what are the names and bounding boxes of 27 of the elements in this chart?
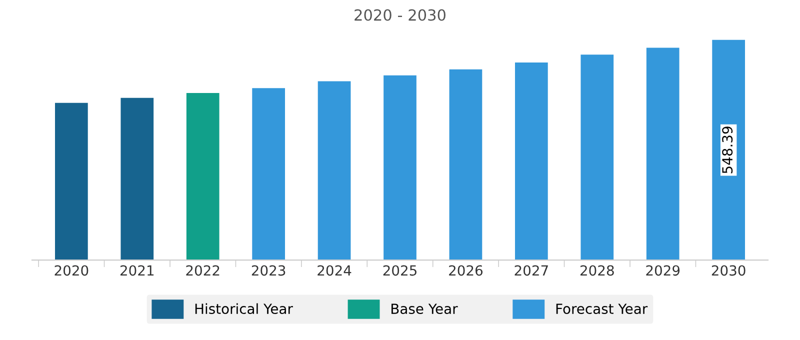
x-tick-label: 2025 (383, 265, 416, 276)
bar (186, 92, 220, 260)
x-tick-label: 2022 (186, 265, 220, 276)
bar (646, 48, 680, 260)
bar (580, 54, 614, 260)
legend-label: Historical Year (195, 303, 293, 314)
bar (252, 88, 285, 260)
x-tick-label: 2030 (712, 265, 746, 276)
x-tick-label: 2026 (449, 265, 483, 276)
x-tick-label: 2021 (120, 265, 154, 276)
x-tick-label: 2029 (646, 265, 680, 276)
x-tick-label: 2028 (580, 265, 614, 276)
bar (712, 40, 745, 260)
x-tick-label: 2023 (252, 265, 286, 276)
legend-label: Forecast Year (556, 304, 648, 314)
bar (318, 81, 351, 260)
x-tick-label: 2020 (54, 265, 88, 276)
x-tick-label: 2024 (318, 265, 352, 276)
legend-label: Base Year (392, 304, 458, 314)
bar (55, 102, 88, 260)
chart-title: 2020 - 2030 (354, 9, 446, 21)
bar (120, 98, 154, 260)
bar (515, 62, 548, 260)
data-label: 548.39 (722, 126, 733, 174)
bar (384, 75, 416, 260)
bar (449, 69, 482, 260)
x-tick-label: 2027 (514, 265, 548, 276)
